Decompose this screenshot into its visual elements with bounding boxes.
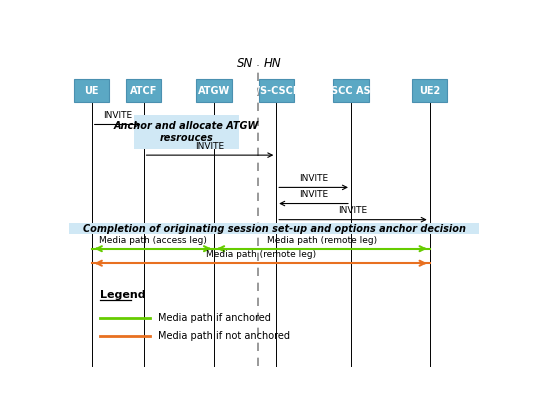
Text: Anchor and allocate ATGW
resrouces: Anchor and allocate ATGW resrouces — [114, 121, 259, 142]
Text: INVITE: INVITE — [299, 174, 328, 183]
Bar — [196, 79, 232, 102]
Text: Media path if anchored: Media path if anchored — [158, 313, 271, 323]
Text: SN: SN — [237, 57, 253, 70]
Text: ATGW: ATGW — [198, 85, 230, 96]
Text: Media path (access leg): Media path (access leg) — [99, 235, 207, 245]
Bar — [69, 223, 479, 234]
Text: INVITE: INVITE — [299, 190, 328, 199]
Text: Completion of originating session set-up and options anchor decision: Completion of originating session set-up… — [83, 223, 465, 233]
Text: Media path if not anchored: Media path if not anchored — [158, 331, 290, 341]
Text: INVITE: INVITE — [195, 142, 225, 151]
Bar — [74, 79, 109, 102]
Text: INVITE: INVITE — [339, 207, 368, 215]
Text: UE: UE — [85, 85, 99, 96]
Bar — [258, 79, 294, 102]
Text: I/S-CSCF: I/S-CSCF — [253, 85, 300, 96]
Text: INVITE: INVITE — [103, 111, 132, 120]
Text: SCC AS: SCC AS — [331, 85, 371, 96]
Bar — [134, 115, 239, 149]
Text: UE2: UE2 — [419, 85, 440, 96]
Bar — [333, 79, 369, 102]
Text: Media path (remote leg): Media path (remote leg) — [267, 235, 377, 245]
Text: ATCF: ATCF — [130, 85, 157, 96]
Text: Media path (remote leg): Media path (remote leg) — [205, 250, 316, 259]
Text: Legend: Legend — [100, 290, 146, 300]
Text: HN: HN — [263, 57, 281, 70]
Bar — [126, 79, 161, 102]
Bar — [412, 79, 447, 102]
